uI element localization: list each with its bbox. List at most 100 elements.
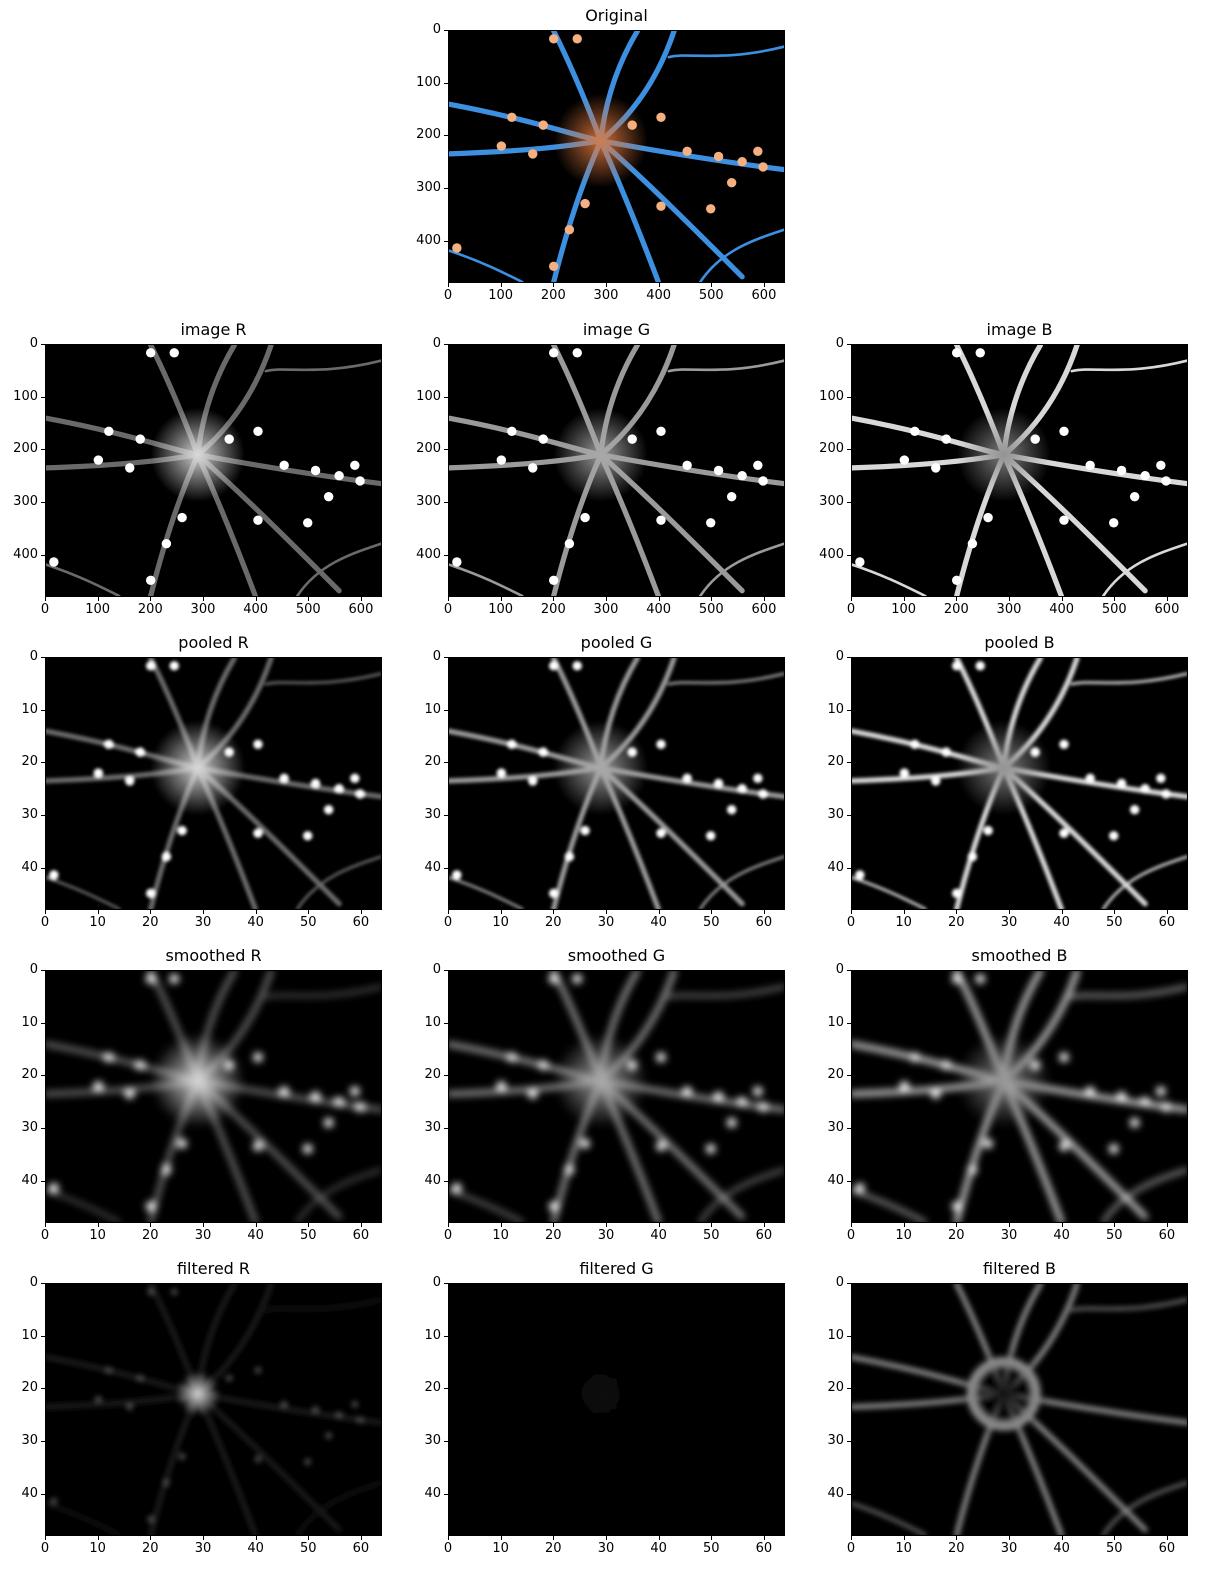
neuron-image bbox=[449, 971, 784, 1222]
soma-glow bbox=[553, 720, 648, 815]
synapse-dot bbox=[564, 539, 575, 549]
x-tick-mark bbox=[1114, 1223, 1116, 1227]
dendrite bbox=[295, 1481, 381, 1535]
neuron-image bbox=[449, 1284, 784, 1535]
x-tick-mark bbox=[1114, 597, 1116, 601]
synapse-dot bbox=[564, 1165, 575, 1175]
y-tick-label: 200 bbox=[819, 441, 844, 457]
pooled-b-image bbox=[852, 658, 1187, 909]
synapse-dot bbox=[1059, 1141, 1069, 1151]
x-tick-mark bbox=[448, 283, 449, 287]
neuron-image bbox=[852, 971, 1187, 1222]
x-tick-mark bbox=[360, 1536, 362, 1540]
synapse-dot bbox=[135, 1060, 145, 1070]
x-tick-label: 40 bbox=[1053, 1541, 1070, 1556]
x-tick-mark bbox=[202, 910, 204, 914]
x-tick-mark bbox=[605, 1536, 607, 1540]
synapse-dot bbox=[279, 1086, 289, 1096]
synapse-dot bbox=[226, 1374, 233, 1382]
synapse-dot bbox=[656, 1141, 666, 1151]
y-tick-label: 40 bbox=[424, 1485, 441, 1501]
synapse-dot bbox=[104, 1052, 114, 1062]
x-tick-label: 400 bbox=[243, 602, 269, 617]
synapse-dot bbox=[49, 1183, 59, 1193]
synapse-dot bbox=[325, 1432, 332, 1439]
synapse-dot bbox=[627, 434, 637, 444]
y-tick-mark bbox=[847, 449, 851, 451]
synapse-dot bbox=[1140, 784, 1150, 794]
y-tick-label: 10 bbox=[21, 1014, 38, 1030]
synapse-dot bbox=[941, 1060, 951, 1070]
y-tick-mark bbox=[444, 240, 448, 242]
synapse-dot bbox=[1030, 747, 1040, 757]
y-tick-mark bbox=[41, 1128, 45, 1130]
x-tick-label: 60 bbox=[352, 915, 370, 930]
x-tick-mark bbox=[1008, 910, 1010, 914]
synapse-dot bbox=[627, 120, 637, 130]
dendrite bbox=[46, 563, 121, 596]
y-tick-mark bbox=[41, 1075, 45, 1077]
y-tick-mark bbox=[444, 30, 448, 31]
y-tick-mark bbox=[41, 1022, 45, 1024]
y-tick-mark bbox=[444, 1128, 448, 1130]
dendrite bbox=[264, 359, 381, 373]
x-tick-mark bbox=[1114, 1536, 1116, 1540]
synapse-dot bbox=[1161, 1102, 1171, 1112]
synapse-dot bbox=[163, 1479, 170, 1486]
y-tick-mark bbox=[847, 1075, 851, 1077]
synapse-dot bbox=[983, 512, 993, 523]
neuron-image bbox=[46, 1284, 381, 1535]
y-tick-label: 40 bbox=[424, 859, 441, 875]
x-tick-label: 200 bbox=[137, 602, 163, 617]
x-tick-label: 60 bbox=[755, 1541, 773, 1556]
pooled-g-axes bbox=[448, 657, 785, 910]
image-r-image bbox=[46, 345, 381, 596]
synapse-dot bbox=[350, 773, 360, 783]
synapse-dot bbox=[355, 789, 365, 799]
y-tick-mark bbox=[847, 1441, 851, 1443]
y-tick-label: 10 bbox=[827, 1014, 844, 1030]
synapse-dot bbox=[899, 768, 910, 778]
image-g-axes bbox=[448, 344, 785, 597]
x-tick-mark bbox=[1166, 1223, 1168, 1227]
x-tick-mark bbox=[956, 597, 958, 601]
synapse-dot bbox=[147, 1516, 154, 1523]
synapse-dot bbox=[1059, 828, 1069, 838]
pooled-r-image bbox=[46, 658, 381, 909]
x-tick-mark bbox=[448, 910, 449, 914]
x-tick-label: 30 bbox=[597, 1228, 615, 1243]
x-tick-label: 40 bbox=[650, 915, 667, 930]
synapse-dot bbox=[713, 778, 724, 789]
y-tick-mark bbox=[444, 815, 448, 817]
y-tick-label: 0 bbox=[432, 22, 441, 37]
x-tick-mark bbox=[1008, 597, 1010, 601]
x-tick-label: 30 bbox=[194, 1228, 212, 1243]
x-tick-label: 0 bbox=[443, 288, 453, 303]
dendrite bbox=[667, 985, 784, 999]
y-tick-label: 0 bbox=[432, 1275, 441, 1290]
y-tick-mark bbox=[444, 554, 448, 556]
x-tick-mark bbox=[1166, 910, 1168, 914]
dendrite bbox=[1101, 1481, 1187, 1535]
y-tick-label: 40 bbox=[21, 859, 38, 875]
smoothed-b-image bbox=[852, 971, 1187, 1222]
synapse-dot bbox=[910, 1052, 920, 1062]
x-tick-mark bbox=[658, 1223, 660, 1227]
y-tick-label: 20 bbox=[21, 754, 38, 770]
synapse-dot bbox=[1116, 1091, 1127, 1102]
synapse-dot bbox=[507, 1052, 517, 1062]
x-tick-mark bbox=[956, 1536, 958, 1540]
synapse-dot bbox=[452, 870, 462, 880]
y-tick-mark bbox=[444, 709, 448, 711]
x-tick-label: 500 bbox=[698, 288, 724, 303]
x-tick-label: 10 bbox=[89, 1228, 106, 1243]
synapse-dot bbox=[145, 348, 156, 358]
dendrite bbox=[852, 1502, 927, 1535]
synapse-dot bbox=[1109, 831, 1119, 841]
dendrite bbox=[699, 1482, 784, 1535]
y-tick-label: 30 bbox=[21, 1120, 38, 1136]
y-tick-mark bbox=[444, 396, 448, 398]
y-tick-label: 0 bbox=[432, 962, 441, 977]
y-tick-mark bbox=[41, 554, 45, 556]
synapse-dot bbox=[310, 1091, 321, 1102]
